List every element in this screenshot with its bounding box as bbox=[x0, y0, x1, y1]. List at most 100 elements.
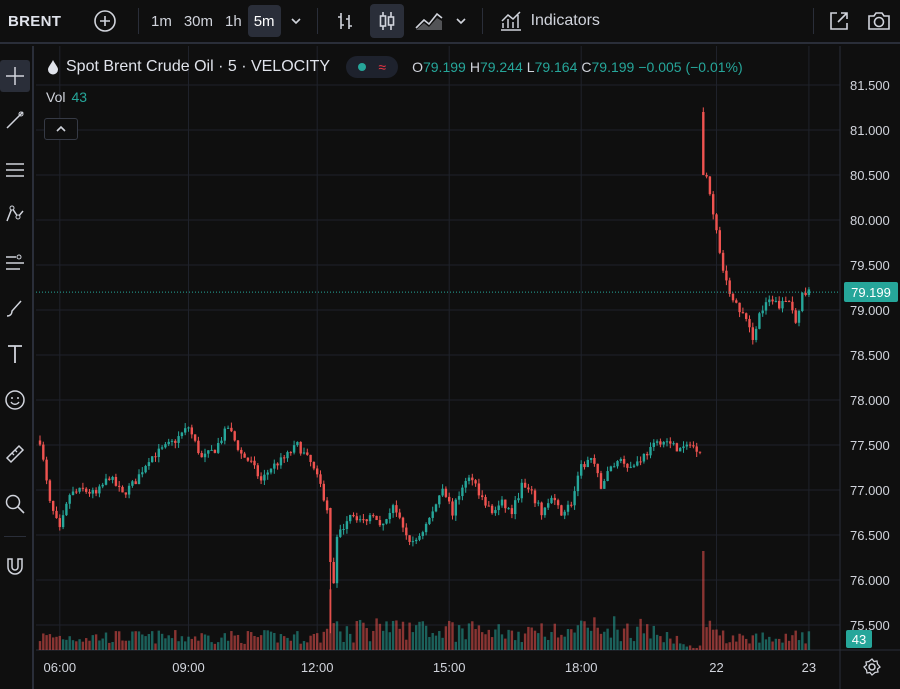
volume-bar bbox=[649, 638, 652, 650]
volume-bar bbox=[286, 637, 289, 650]
pattern-tool[interactable] bbox=[0, 198, 30, 230]
symbol-search[interactable]: BRENT bbox=[8, 12, 62, 30]
compare-button[interactable] bbox=[78, 0, 132, 43]
volume-bar bbox=[603, 631, 606, 650]
ruler-tool[interactable] bbox=[0, 438, 30, 470]
bar-chart-type-button[interactable] bbox=[328, 4, 362, 38]
market-status-pill[interactable]: ≈ bbox=[346, 56, 399, 78]
zoom-tool[interactable] bbox=[0, 488, 30, 520]
volume-bar bbox=[471, 621, 474, 650]
candle-body bbox=[632, 465, 636, 467]
volume-bar bbox=[731, 635, 735, 650]
volume-bar bbox=[791, 635, 794, 650]
chart-settings-button[interactable] bbox=[860, 655, 884, 679]
candle-body bbox=[223, 428, 226, 441]
candle-body bbox=[111, 476, 114, 480]
candle-body bbox=[636, 461, 639, 466]
candle-body bbox=[807, 289, 811, 295]
trend-line-tool[interactable] bbox=[0, 104, 30, 136]
brush-tool[interactable] bbox=[0, 292, 30, 324]
volume-bar bbox=[560, 634, 563, 650]
volume-bar bbox=[45, 635, 48, 650]
chart-pane[interactable]: 81.500 81.000 80.500 80.000 79.500 79.000 78.5… bbox=[36, 46, 900, 689]
candle-body bbox=[368, 515, 372, 522]
volume-bar bbox=[768, 636, 771, 650]
fib-tool[interactable] bbox=[0, 154, 30, 186]
candle-body bbox=[692, 445, 695, 447]
interval-1h[interactable]: 1h bbox=[225, 12, 242, 30]
candle-body bbox=[685, 444, 688, 447]
interval-5m[interactable]: 5m bbox=[247, 5, 281, 37]
candle-body bbox=[464, 481, 467, 488]
candle-body bbox=[646, 453, 649, 456]
candle-body bbox=[471, 477, 474, 481]
candle-body bbox=[556, 500, 560, 506]
candle-body bbox=[728, 280, 731, 294]
candle-body bbox=[748, 318, 751, 328]
candle-body bbox=[741, 312, 745, 314]
candle-body bbox=[467, 477, 471, 482]
candle-body bbox=[263, 474, 266, 481]
candle-body bbox=[385, 519, 388, 524]
volume-bar bbox=[705, 627, 708, 650]
text-icon bbox=[8, 345, 22, 363]
volume-bar bbox=[65, 639, 68, 650]
volume-bar bbox=[302, 641, 306, 650]
indicators-label: Indicators bbox=[530, 12, 600, 29]
candle-body bbox=[421, 532, 424, 536]
volume-bar bbox=[583, 621, 586, 650]
volume-bar bbox=[167, 635, 170, 650]
area-chart-type-button[interactable] bbox=[412, 4, 446, 38]
candle-body bbox=[312, 461, 316, 469]
status-dot-icon bbox=[358, 63, 367, 71]
emoji-tool[interactable] bbox=[0, 384, 30, 416]
interval-1m[interactable]: 1m bbox=[151, 12, 172, 30]
candle-body bbox=[738, 302, 741, 313]
price-chart[interactable]: 81.500 81.000 80.500 80.000 79.500 79.000 78.5… bbox=[36, 46, 900, 689]
candle-body bbox=[504, 499, 507, 509]
price-axis: 81.500 81.000 80.500 80.000 79.500 79.000 78.5… bbox=[850, 78, 890, 633]
candles-chart-type-button[interactable] bbox=[369, 4, 404, 38]
fullscreen-button[interactable] bbox=[820, 0, 858, 43]
candle-body bbox=[708, 176, 712, 195]
interval-30m[interactable]: 30m bbox=[183, 12, 214, 30]
candle-body bbox=[322, 483, 325, 501]
candle-body bbox=[207, 450, 210, 454]
candle-body bbox=[801, 292, 804, 312]
candle-body bbox=[774, 300, 778, 302]
symbol-title[interactable]: Spot Brent Crude Oil · 5 · VELOCITY bbox=[66, 58, 331, 75]
chart-type-dropdown[interactable] bbox=[446, 0, 476, 43]
candle-body bbox=[164, 444, 167, 448]
snapshot-button[interactable] bbox=[858, 0, 900, 43]
volume-bar bbox=[144, 636, 147, 650]
volume-bar bbox=[662, 642, 665, 650]
candle-body bbox=[797, 311, 801, 323]
candle-body bbox=[85, 488, 88, 492]
forecast-tool[interactable] bbox=[0, 246, 30, 278]
magnet-tool[interactable] bbox=[0, 550, 30, 582]
volume-bar bbox=[514, 640, 517, 650]
y-tick-label: 79.000 bbox=[850, 303, 890, 318]
indicators-button[interactable]: Indicators bbox=[489, 10, 610, 32]
volume-bar bbox=[517, 631, 520, 650]
x-tick-label: 15:00 bbox=[433, 660, 466, 675]
volume-bar bbox=[682, 644, 685, 650]
candle-body bbox=[613, 466, 616, 468]
text-tool[interactable] bbox=[0, 338, 30, 370]
volume-bar bbox=[599, 633, 603, 650]
interval-dropdown[interactable] bbox=[281, 0, 311, 43]
collapse-legend-button[interactable] bbox=[44, 118, 78, 140]
volume-label: Vol bbox=[46, 89, 66, 105]
low-label: L bbox=[526, 59, 535, 75]
candle-body bbox=[481, 495, 484, 498]
volume-bar bbox=[259, 635, 263, 650]
candle-body bbox=[151, 456, 154, 463]
volume-bar bbox=[223, 633, 226, 650]
candle-body bbox=[764, 302, 768, 311]
volume-bar bbox=[200, 633, 203, 650]
candle-body bbox=[547, 503, 550, 508]
candle-body bbox=[415, 539, 418, 542]
volume-bar bbox=[484, 634, 487, 650]
low-value: 79.164 bbox=[534, 59, 578, 75]
crosshair-tool[interactable] bbox=[0, 60, 30, 92]
